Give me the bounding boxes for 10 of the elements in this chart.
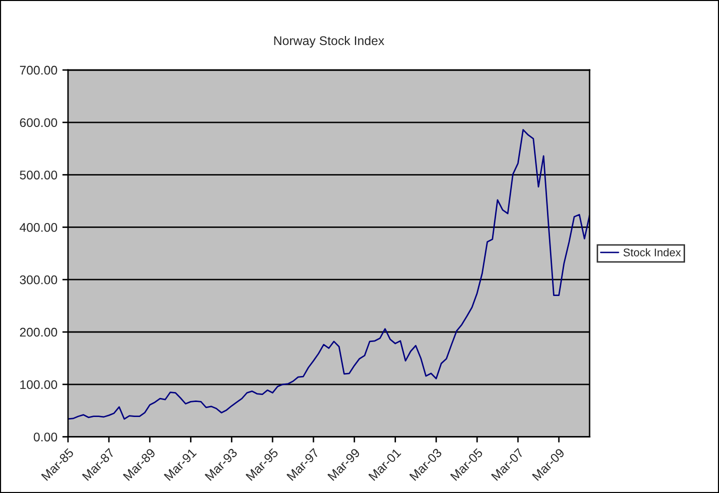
y-tick-label: 100.00 (20, 380, 58, 390)
y-tick-label: 600.00 (20, 118, 58, 128)
legend-label: Stock Index (623, 248, 681, 256)
y-tick-label: 200.00 (20, 328, 58, 337)
y-tick-label: 700.00 (20, 66, 58, 75)
y-tick-label: 300.00 (20, 275, 58, 284)
chart-title: Norway Stock Index (274, 36, 384, 48)
y-tick-label: 0.00 (34, 432, 58, 442)
y-tick-label: 500.00 (20, 170, 58, 180)
y-tick-label: 400.00 (20, 223, 58, 232)
